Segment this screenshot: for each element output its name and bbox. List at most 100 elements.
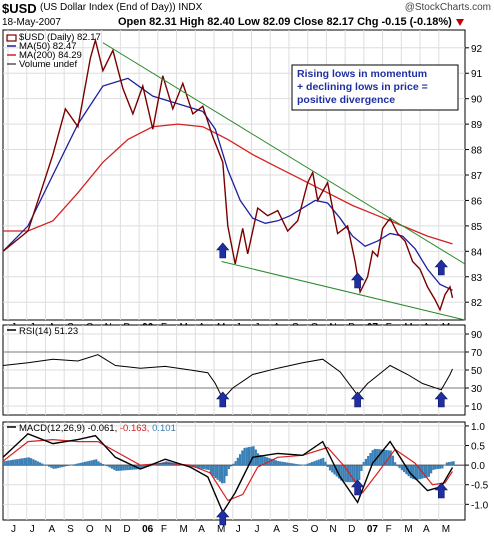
- macd-histogram-bar: [259, 455, 262, 466]
- macd-month-label: D: [348, 524, 355, 535]
- macd-histogram-bar: [367, 455, 370, 466]
- price-axis-label: 86: [471, 196, 483, 207]
- macd-histogram-bar: [405, 465, 408, 475]
- price-axis-label: 88: [471, 146, 483, 157]
- macd-histogram-bar: [263, 456, 266, 466]
- change-value: Chg -0.15 (-0.18%): [357, 16, 452, 28]
- macd-signal-line: [2, 438, 454, 502]
- macd-month-label: D: [123, 524, 130, 535]
- macd-axis-label: 0.0: [471, 461, 485, 472]
- macd-histogram-bar: [427, 465, 430, 477]
- macd-histogram-bar: [92, 459, 96, 466]
- macd-month-label: J: [236, 524, 241, 535]
- macd-axis-label: -0.5: [471, 481, 489, 492]
- legend-price-swatch: [6, 34, 17, 42]
- legend-entry: MA(200) 84.29: [19, 50, 82, 61]
- macd-month-label: J: [11, 524, 16, 535]
- macd-histogram-bar: [23, 458, 26, 466]
- macd-histogram-bar: [344, 465, 347, 483]
- macd-histogram-bar: [245, 447, 248, 466]
- macd-histogram-bar: [122, 465, 125, 471]
- macd-histogram-bar: [34, 460, 37, 466]
- macd-histogram-bar: [86, 461, 89, 466]
- macd-histogram-bar: [380, 449, 383, 466]
- macd-histogram-bar: [196, 465, 199, 469]
- macd-histogram-bar: [331, 465, 334, 473]
- macd-axis-label: 1.0: [471, 422, 485, 433]
- macd-legend-value: -0.061,: [88, 423, 120, 434]
- macd-histogram-bar: [223, 465, 226, 484]
- rsi-axis-label: 50: [471, 366, 483, 377]
- macd-histogram-bar: [221, 465, 224, 484]
- rsi-axis-label: 90: [471, 330, 483, 341]
- macd-histogram-bar: [389, 450, 392, 466]
- legend-entry: Volume undef: [19, 59, 77, 70]
- macd-histogram-bar: [436, 465, 439, 470]
- macd-histogram-bar: [7, 460, 10, 466]
- macd-histogram-bar: [252, 446, 255, 466]
- macd-histogram-bar: [292, 463, 296, 466]
- macd-histogram-bar: [241, 450, 244, 466]
- macd-histogram-bar: [340, 465, 343, 481]
- upper-trendline: [102, 42, 466, 265]
- macd-histogram-bar: [9, 460, 12, 466]
- macd-histogram-bar: [65, 465, 69, 466]
- macd-legend-value: 0.101: [152, 423, 176, 434]
- macd-month-label: 06: [142, 524, 154, 535]
- macd-histogram-bar: [27, 457, 30, 466]
- macd-month-label: N: [105, 524, 112, 535]
- macd-histogram-bar: [423, 465, 426, 479]
- price-arrow: [350, 272, 365, 289]
- macd-month-label: O: [86, 524, 94, 535]
- macd-histogram-bar: [324, 461, 327, 466]
- macd-month-label: A: [273, 524, 280, 535]
- macd-line: [2, 432, 454, 514]
- macd-histogram-bar: [279, 461, 282, 466]
- macd-histogram-bar: [306, 463, 309, 466]
- macd-histogram-bar: [355, 465, 359, 483]
- macd-histogram-bar: [270, 458, 273, 466]
- macd-histogram-bar: [110, 465, 114, 469]
- down-arrow-icon: [455, 19, 464, 27]
- macd-histogram-bar: [409, 465, 413, 479]
- macd-histogram-bar: [322, 457, 325, 466]
- macd-histogram-bar: [394, 462, 397, 466]
- macd-histogram-bar: [382, 449, 386, 466]
- macd-histogram-bar: [371, 450, 374, 466]
- macd-histogram-bar: [373, 448, 377, 466]
- macd-histogram-bar: [83, 461, 87, 466]
- macd-histogram-bar: [104, 465, 107, 466]
- macd-histogram-bar: [203, 465, 206, 470]
- up-arrow-icon: [434, 259, 448, 276]
- price-line: [2, 37, 454, 312]
- macd-histogram-bar: [126, 465, 129, 471]
- macd-histogram-bar: [20, 458, 24, 466]
- rsi-axis-label: 70: [471, 348, 483, 359]
- rsi-arrow: [216, 391, 230, 408]
- rsi-title: RSI(14) 51.23: [19, 326, 78, 337]
- macd-histogram-bar: [140, 465, 143, 470]
- macd-histogram-bar: [299, 464, 302, 466]
- macd-histogram-bar: [283, 462, 287, 466]
- macd-histogram-bar: [56, 465, 60, 469]
- macd-histogram-bar: [47, 465, 51, 467]
- macd-month-label: M: [217, 524, 225, 535]
- macd-histogram-bar: [128, 465, 132, 470]
- macd-histogram-bar: [95, 459, 98, 466]
- symbol-description: (US Dollar Index (End of Day)) INDX: [40, 2, 203, 13]
- price-axis-label: 87: [471, 171, 483, 182]
- macd-month-label: 07: [367, 524, 379, 535]
- macd-histogram-bar: [236, 457, 239, 466]
- macd-histogram-bar: [385, 450, 388, 466]
- up-arrow-icon: [350, 391, 365, 408]
- macd-histogram-bar: [295, 463, 298, 466]
- macd-histogram-bar: [247, 447, 251, 466]
- macd-histogram-bar: [353, 465, 356, 483]
- macd-histogram-bar: [441, 465, 444, 469]
- macd-histogram-bar: [99, 462, 102, 466]
- rsi-axis-label: 10: [471, 402, 483, 413]
- macd-histogram-bar: [54, 465, 57, 469]
- ohlc-values: Open 82.31 High 82.40 Low 82.09 Close 82…: [118, 16, 355, 28]
- macd-legend: MACD(12,26,9) -0.061, -0.163, 0.101: [19, 423, 176, 434]
- macd-axis-label: -1.0: [471, 500, 489, 511]
